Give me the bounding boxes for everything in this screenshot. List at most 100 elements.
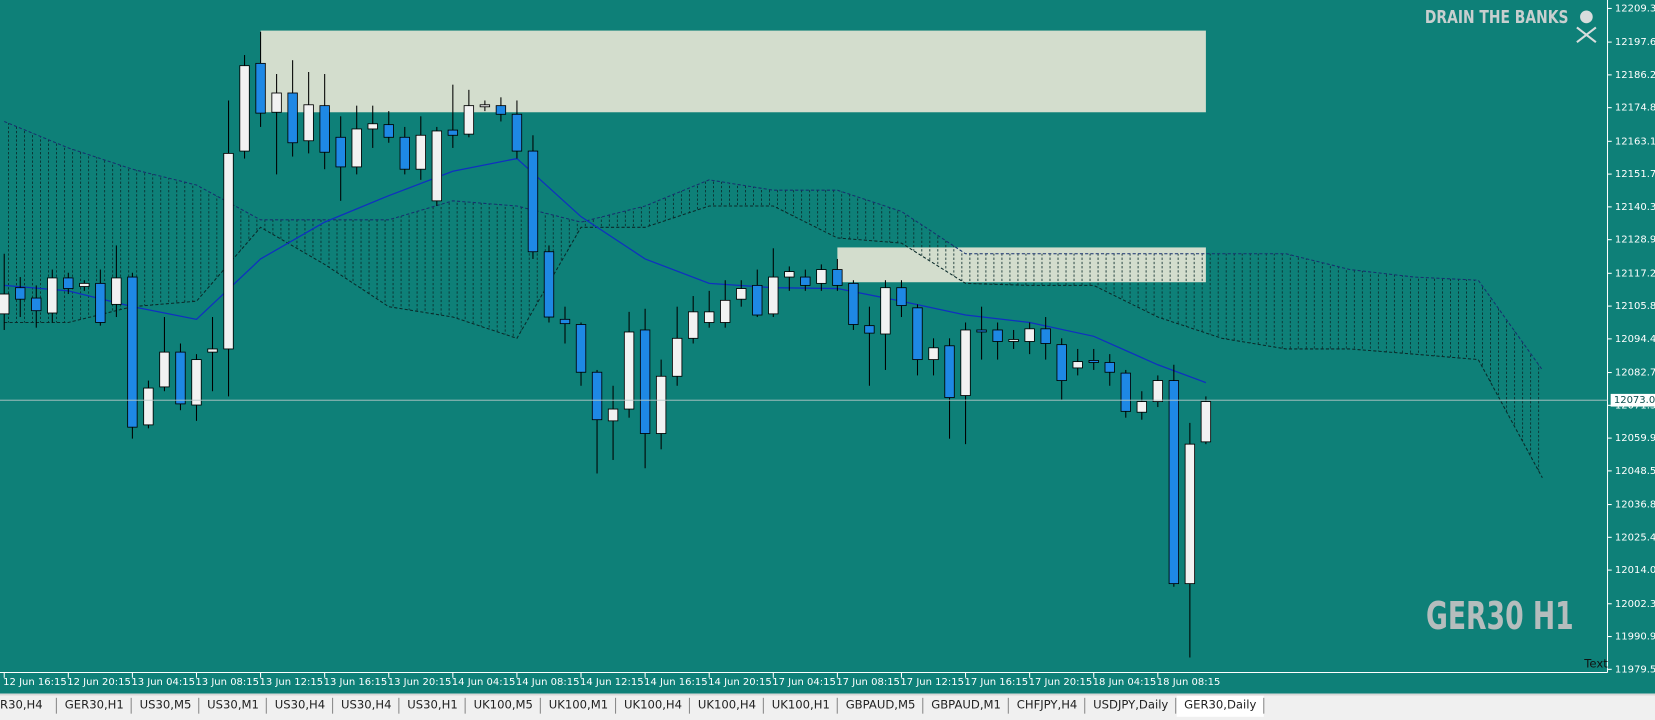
tab[interactable] — [399, 695, 466, 717]
tab-label[interactable]: US30,H4 — [275, 698, 325, 712]
candle-body — [1152, 380, 1163, 403]
tab-label[interactable]: GER30,Daily — [1184, 698, 1256, 712]
y-tick-label: 11979.50 — [1615, 664, 1655, 675]
tab[interactable] — [1176, 695, 1264, 717]
candle-body — [527, 150, 539, 253]
x-tick-label: 13 Jun 16:15 — [324, 677, 388, 688]
tab[interactable] — [0, 695, 57, 717]
candle-body — [704, 311, 715, 323]
tab-label[interactable]: GER30,H1 — [65, 698, 124, 712]
y-tick-label: 12059.90 — [1615, 433, 1655, 444]
tab[interactable] — [838, 695, 923, 717]
candle-body — [1040, 328, 1051, 344]
tab[interactable] — [690, 695, 764, 717]
tab-label[interactable]: US30,H1 — [407, 698, 457, 712]
ichimoku-cloud — [4, 120, 1543, 479]
tab[interactable] — [1009, 695, 1085, 717]
tab-label[interactable]: UK100,M5 — [474, 698, 533, 712]
y-tick-label: 12048.50 — [1615, 466, 1655, 477]
candle-body — [495, 105, 507, 115]
zones — [260, 30, 1206, 283]
candle-body — [159, 351, 170, 388]
candle-body — [992, 329, 1003, 342]
candle-body — [960, 329, 971, 396]
tab-label[interactable]: CHFJPY,H4 — [1017, 698, 1078, 712]
tab[interactable] — [333, 695, 399, 717]
y-tick-label: 12014.00 — [1615, 565, 1655, 576]
candle-body — [864, 325, 875, 334]
tab[interactable] — [1085, 695, 1176, 717]
skull-icon — [1576, 10, 1597, 44]
candles — [0, 31, 1212, 658]
tab-label[interactable]: UK100,H1 — [772, 698, 830, 712]
cloud-hatch — [4, 121, 1543, 478]
y-tick-label: 12174.80 — [1615, 103, 1655, 114]
candle-body — [543, 251, 555, 318]
x-tick-label: 17 Jun 08:15 — [836, 677, 900, 688]
candle-body — [127, 276, 138, 428]
y-tick-label: 12105.80 — [1615, 301, 1655, 312]
candle-body — [415, 134, 426, 170]
tab-label[interactable]: US30,M5 — [140, 698, 192, 712]
candle-body — [1136, 401, 1147, 413]
candle-body — [559, 318, 571, 325]
candle-body — [752, 284, 763, 316]
watermark: DRAIN THE BANKS — [1425, 7, 1597, 44]
ma-line — [4, 157, 1207, 384]
candle-body — [671, 337, 683, 377]
y-tick-label: 12094.40 — [1615, 334, 1655, 345]
y-tick-label: 12209.30 — [1615, 3, 1655, 14]
tab[interactable] — [541, 695, 616, 717]
tab[interactable] — [616, 695, 690, 717]
tab[interactable] — [199, 695, 267, 717]
y-tick-label: 12082.70 — [1615, 368, 1655, 379]
candle-body — [239, 65, 250, 152]
candle-body — [1088, 360, 1099, 363]
candle-body — [591, 371, 603, 421]
tab-label[interactable]: US30,H4 — [341, 698, 391, 712]
candle-body — [447, 129, 459, 136]
candle-body — [1104, 362, 1115, 373]
tab-label[interactable]: USDJPY,Daily — [1093, 698, 1168, 712]
tab-label[interactable]: UK100,H4 — [624, 698, 682, 712]
candle-body — [367, 123, 378, 130]
axes: 12209.30 12197.60 12186.20 12174.80 12163.10… — [0, 0, 1655, 688]
tab[interactable] — [466, 695, 541, 717]
cloud-span-a — [4, 120, 1543, 371]
candle-body — [319, 105, 330, 153]
candle-body — [0, 293, 10, 315]
tab-label[interactable]: R30,H4 — [0, 698, 43, 712]
x-tick-label: 18 Jun 08:15 — [1157, 677, 1221, 688]
candle-body — [287, 92, 298, 144]
candle-body — [479, 104, 491, 108]
candle-body — [575, 324, 587, 373]
tab-label[interactable]: US30,M1 — [207, 698, 259, 712]
tab[interactable] — [764, 695, 838, 717]
candle-body — [31, 297, 42, 312]
x-tick-label: 17 Jun 04:15 — [772, 677, 836, 688]
x-tick-label: 14 Jun 12:15 — [580, 677, 644, 688]
candle-body — [399, 136, 410, 170]
tab[interactable] — [132, 695, 199, 717]
x-tick-label: 14 Jun 04:15 — [452, 677, 516, 688]
candle-body — [175, 351, 186, 405]
tab[interactable] — [267, 695, 333, 717]
candle-body — [800, 276, 811, 286]
y-tick-label: 12151.70 — [1615, 169, 1655, 180]
candle-body — [848, 282, 859, 325]
tab-label[interactable]: GBPAUD,M5 — [846, 698, 916, 712]
tab-label[interactable]: UK100,M1 — [549, 698, 608, 712]
x-tick-label: 13 Jun 04:15 — [131, 677, 195, 688]
candle-body — [896, 287, 907, 306]
cloud-span-b — [4, 205, 1543, 479]
y-tick-label: 12002.30 — [1615, 599, 1655, 610]
x-tick-label: 17 Jun 20:15 — [1029, 677, 1093, 688]
candle-body — [191, 359, 202, 406]
y-tick-label: 12036.80 — [1615, 500, 1655, 511]
tab-label[interactable]: UK100,H4 — [698, 698, 756, 712]
tab[interactable] — [57, 695, 132, 717]
tab-label[interactable]: GBPAUD,M1 — [931, 698, 1001, 712]
tab[interactable] — [923, 695, 1009, 717]
x-tick-label: 13 Jun 20:15 — [388, 677, 452, 688]
